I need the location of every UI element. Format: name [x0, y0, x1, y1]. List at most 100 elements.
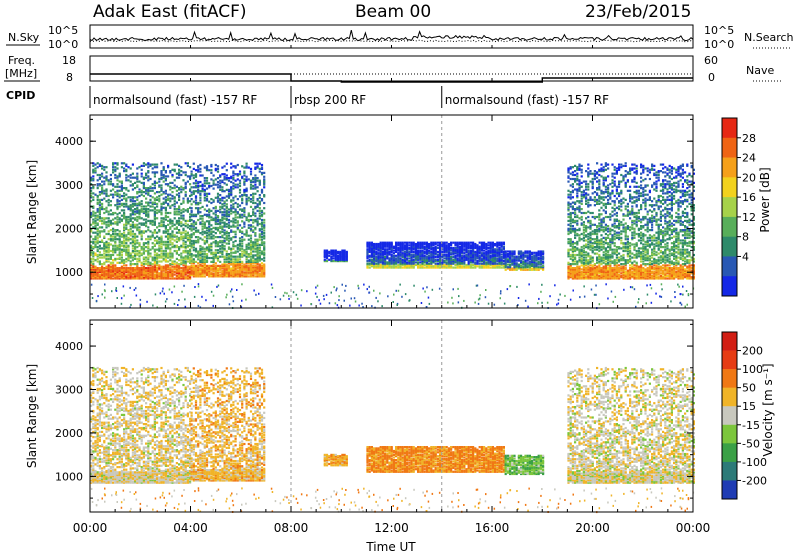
power-cell — [463, 258, 466, 261]
power-cell — [134, 232, 137, 236]
power-cell — [513, 251, 516, 254]
power-cell — [234, 233, 237, 236]
power-cell — [377, 246, 380, 250]
power-cell — [120, 187, 123, 190]
power-cell — [219, 221, 222, 224]
power-cell — [153, 211, 156, 215]
power-cell — [208, 233, 211, 236]
power-cell — [223, 173, 226, 176]
power-cell — [186, 274, 189, 277]
power-cell — [225, 212, 228, 215]
power-cell — [201, 253, 204, 256]
power-cell — [263, 249, 266, 252]
power-cell — [127, 244, 130, 247]
power-cell — [151, 231, 154, 234]
power-cell — [260, 173, 264, 176]
power-cell — [567, 229, 570, 232]
power-cell — [164, 246, 167, 249]
power-cell — [114, 193, 117, 196]
power-cell — [569, 238, 572, 241]
power-cell — [169, 269, 172, 272]
power-cell — [256, 254, 259, 257]
power-cell — [260, 163, 264, 167]
power-cell — [254, 250, 257, 253]
power-cell — [425, 249, 428, 252]
power-cell — [463, 257, 466, 260]
power-cell — [131, 239, 134, 242]
power-cell — [90, 273, 93, 276]
power-cell — [116, 257, 119, 260]
power-cell — [234, 179, 237, 182]
power-cell — [247, 270, 250, 273]
power-cell — [569, 222, 572, 225]
power-cell — [138, 204, 141, 207]
power-cell — [194, 207, 198, 210]
power-cell — [125, 227, 128, 230]
power-cell — [107, 194, 110, 198]
power-cell — [92, 242, 95, 245]
power-cell — [256, 221, 259, 224]
power-cell — [127, 238, 130, 241]
power-cell — [131, 238, 134, 241]
power-cell — [158, 240, 161, 243]
power-cell — [408, 244, 411, 247]
power-cell — [241, 226, 244, 229]
power-cell — [175, 226, 178, 229]
power-cell — [502, 252, 505, 255]
power-cell — [199, 245, 202, 248]
power-cell — [107, 265, 110, 268]
power-cell — [489, 263, 492, 267]
power-cell — [443, 250, 446, 253]
power-cell — [406, 253, 409, 256]
power-cell — [384, 252, 387, 255]
power-cell — [535, 251, 538, 254]
power-cell — [223, 245, 226, 248]
power-cell — [414, 261, 417, 264]
power-cell — [92, 265, 95, 268]
power-cell — [238, 204, 242, 207]
power-cell — [162, 255, 165, 258]
power-cell — [439, 253, 442, 256]
power-cell — [194, 169, 198, 172]
power-cell — [252, 247, 255, 250]
power-cell — [370, 260, 373, 263]
power-cell — [92, 267, 95, 270]
power-cell — [214, 273, 217, 277]
power-cell — [189, 272, 192, 275]
power-cell — [263, 182, 266, 185]
power-cell — [234, 239, 237, 243]
power-cell — [227, 255, 231, 258]
power-cell — [178, 192, 181, 195]
power-cell — [247, 264, 250, 267]
power-cell — [463, 262, 466, 265]
power-cell — [403, 257, 406, 260]
power-cell — [245, 260, 248, 263]
power-cell — [134, 242, 137, 245]
power-cell — [578, 269, 581, 272]
power-cell — [447, 262, 450, 265]
power-cell — [105, 247, 108, 250]
power-cell — [221, 190, 224, 193]
power-cell — [249, 170, 253, 173]
power-cell — [578, 229, 581, 232]
power-cell — [194, 268, 198, 271]
power-cell — [408, 254, 411, 257]
power-cell — [379, 250, 382, 253]
power-cell — [153, 197, 156, 200]
power-cell — [432, 248, 435, 251]
power-cell — [109, 221, 112, 224]
power-cell — [332, 250, 335, 253]
power-cell — [140, 264, 143, 267]
power-cell — [116, 200, 119, 203]
power-cell — [120, 253, 123, 257]
power-cell — [256, 203, 259, 206]
power-cell — [158, 184, 161, 187]
power-cell — [151, 196, 154, 199]
power-cell — [483, 262, 486, 265]
power-cell — [375, 260, 378, 263]
power-cell — [230, 249, 233, 252]
power-cell — [201, 230, 204, 233]
power-cell — [428, 266, 431, 269]
power-cell — [230, 229, 233, 232]
power-cell — [576, 192, 579, 195]
